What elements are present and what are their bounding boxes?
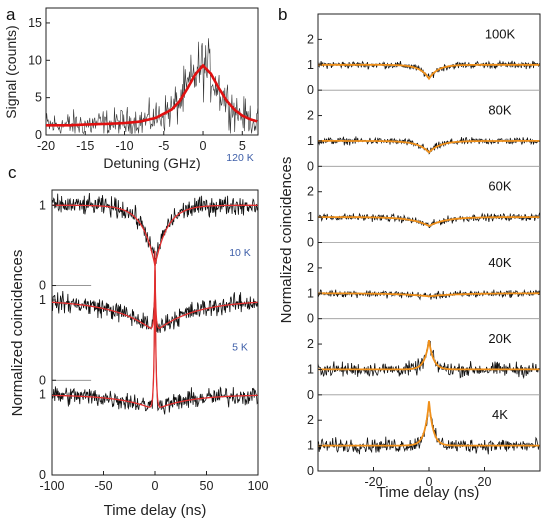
panel-b-fit-20K	[318, 340, 540, 371]
panel-b-ytick-label: 1	[307, 134, 314, 148]
panel-c-temp-label: 5 K	[232, 342, 248, 354]
panel-a-xlabel: Detuning (GHz)	[103, 155, 200, 171]
panel-b-ytick-label: 0	[307, 464, 314, 478]
panel-a-xtick-label: 0	[200, 139, 207, 153]
panel-c-temp-label: 10 K	[229, 247, 251, 259]
panel-c-plot: 120 K 10 K 5 K	[51, 152, 258, 415]
panel-b-ytick-label: 1	[307, 58, 314, 72]
panel-a-fit-line	[46, 63, 258, 127]
panel-c-xtick-label: 50	[200, 479, 214, 493]
panel-b-temp-label: 4K	[492, 407, 508, 422]
panel-c-ylabel: Normalized coincidences	[9, 250, 26, 417]
panel-b-xtick-label: 0	[426, 475, 433, 489]
panel-c-ytick-label: 0	[39, 373, 46, 387]
panel-c-frame	[51, 189, 259, 476]
panel-c-xtick-label: -100	[39, 479, 64, 493]
panel-a-plot	[45, 38, 259, 135]
panel-b-ytick-label: 0	[307, 388, 314, 402]
panel-b-ytick-label: 0	[307, 236, 314, 250]
panel-c-xtick-label: -50	[94, 479, 112, 493]
panel-c-ytick-label: 1	[39, 198, 46, 212]
panel-c-ytick-label: 0	[39, 279, 46, 293]
panel-b-ylabel: Normalized coincidences	[278, 157, 295, 324]
panel-b-temp-label: 40K	[488, 255, 511, 270]
panel-b-data-100K	[317, 59, 540, 79]
panel-a-xtick-label: 5	[239, 139, 246, 153]
panel-b-fit-100K	[318, 63, 540, 81]
panel-a: -20 -15 -10 -5 0 5 0 5 10 15 Detuning (GHz) Signa…	[3, 7, 259, 171]
panel-b-temp-label: 60K	[488, 179, 511, 194]
panel-b-ytick-label: 0	[307, 159, 314, 173]
panel-a-xtick-label: -15	[76, 139, 94, 153]
panel-b-ytick-label: 1	[307, 210, 314, 224]
panel-b-temp-label: 80K	[488, 103, 511, 118]
panel-label-a: a	[6, 5, 16, 24]
panel-a-ytick-label: 10	[28, 53, 42, 67]
panel-b-ytick-label: 2	[307, 32, 314, 46]
panel-b-ytick-label: 1	[307, 286, 314, 300]
panel-c-ytick-label: 1	[39, 293, 46, 307]
panel-b-ytick-label: 2	[307, 337, 314, 351]
panel-a-xtick-label: -10	[115, 139, 133, 153]
panel-b-fit-60K	[318, 216, 540, 228]
panel-a-xtick-label: -5	[158, 139, 169, 153]
panel-b-fit-80K	[318, 140, 540, 154]
panel-c-fit-5K	[52, 250, 258, 408]
panel-c-temp-label: 120 K	[226, 152, 253, 164]
panel-b-ytick-label: 1	[307, 439, 314, 453]
panel-b-xtick-label: 20	[478, 475, 492, 489]
panel-c-xtick-label: 0	[152, 479, 159, 493]
panel-c-xtick-label: 100	[248, 479, 269, 493]
panel-b-ytick-label: 2	[307, 185, 314, 199]
panel-b-data-40K	[317, 289, 540, 301]
panel-a-ytick-label: 15	[28, 16, 42, 30]
panel-a-ticks: -20 -15 -10 -5 0 5 0 5 10 15	[28, 16, 246, 153]
panel-b-ytick-label: 0	[307, 83, 314, 97]
panel-label-b: b	[278, 5, 287, 24]
panel-b-temp-label: 20K	[488, 331, 511, 346]
panel-b-plot: 100K 80K 60K 40K 20K 4K	[317, 26, 540, 455]
panel-b-fit-4K	[318, 401, 540, 447]
panel-a-ytick-label: 0	[35, 128, 42, 142]
panel-b-xlabel: Time delay (ns)	[377, 484, 480, 501]
panel-a-frame	[45, 7, 259, 136]
panel-a-ylabel: Signal (counts)	[3, 25, 19, 118]
panel-b-fit-40K	[318, 292, 540, 298]
panel-b-ytick-label: 0	[307, 312, 314, 326]
panel-c-ytick-label: 0	[39, 468, 46, 482]
panel-b-ytick-label: 1	[307, 362, 314, 376]
panel-b-ytick-label: 2	[307, 261, 314, 275]
panel-c-ytick-label: 1	[39, 388, 46, 402]
panel-label-c: c	[8, 163, 17, 182]
panel-b-temp-label: 100K	[485, 26, 516, 41]
panel-a-ytick-label: 5	[35, 91, 42, 105]
panel-a-xtick-label: -20	[37, 139, 55, 153]
panel-b-xtick-label: -20	[364, 475, 382, 489]
panel-b-ytick-label: 2	[307, 109, 314, 123]
panel-c-xlabel: Time delay (ns)	[104, 502, 207, 519]
panel-b-ytick-label: 2	[307, 413, 314, 427]
